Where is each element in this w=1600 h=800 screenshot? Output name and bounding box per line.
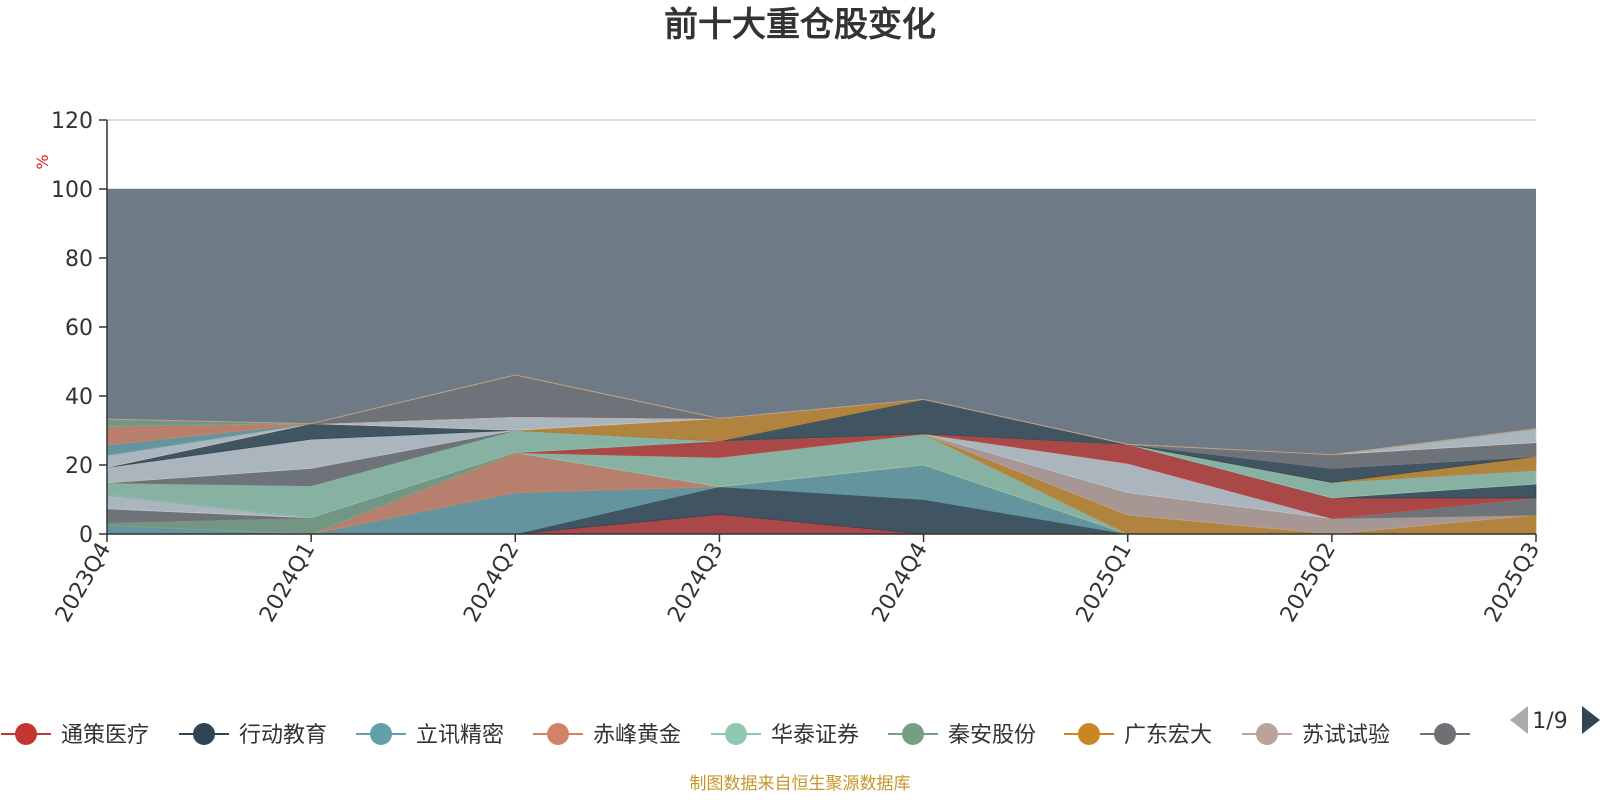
y-tick-label: 0 (79, 523, 93, 548)
y-tick-label: 40 (65, 385, 93, 410)
legend-item[interactable]: 苏试试验 (1242, 723, 1390, 748)
legend-label: 华泰证券 (771, 723, 859, 748)
x-tick-label: 2025Q3 (1480, 539, 1545, 627)
legend-item[interactable]: 广东宏大 (1064, 723, 1212, 748)
x-tick-label: 2023Q4 (51, 539, 116, 627)
x-tick-label: 2024Q3 (663, 539, 728, 627)
legend-label: 立讯精密 (416, 723, 504, 748)
legend-item[interactable]: 华泰证券 (711, 723, 859, 748)
legend-item[interactable]: 立讯精密 (356, 723, 504, 748)
legend-label: 通策医疗 (61, 723, 149, 748)
y-axis-unit: % (33, 154, 52, 169)
x-tick-label: 2024Q2 (459, 539, 524, 627)
x-tick-label: 2025Q1 (1072, 539, 1137, 627)
x-tick-label: 2024Q4 (867, 539, 932, 627)
legend-label: 广东宏大 (1124, 723, 1212, 748)
y-tick-label: 80 (65, 247, 93, 272)
legend-pager: 1/9 (1510, 706, 1600, 734)
legend-prev-arrow-icon[interactable] (1510, 706, 1528, 734)
legend-label: 行动教育 (239, 723, 327, 748)
y-tick-label: 60 (65, 316, 93, 341)
legend-page-indicator: 1/9 (1532, 709, 1567, 734)
legend-item[interactable]: 秦安股份 (888, 723, 1036, 748)
legend-marker-icon (15, 723, 37, 745)
legend-item[interactable]: 行动教育 (179, 723, 327, 748)
legend-item[interactable] (1420, 723, 1470, 745)
y-tick-label: 120 (51, 109, 93, 134)
legend-label: 赤峰黄金 (593, 723, 681, 748)
series-layer (106, 374, 1537, 535)
legend-marker-icon (547, 723, 569, 745)
legend-marker-icon (193, 723, 215, 745)
legend-marker-icon (1256, 723, 1278, 745)
legend-marker-icon (725, 723, 747, 745)
legend-marker-icon (370, 723, 392, 745)
legend-marker-icon (1434, 723, 1456, 745)
legend-item[interactable]: 赤峰黄金 (533, 723, 681, 748)
footer-source: 制图数据来自恒生聚源数据库 (690, 774, 911, 794)
series-area (106, 374, 1537, 456)
legend-next-arrow-icon[interactable] (1582, 706, 1600, 734)
legend-marker-icon (1078, 723, 1100, 745)
legend: 通策医疗 行动教育 立讯精密 赤峰黄金 华泰证券 秦安股份 广东宏大 苏试试验 (1, 723, 1470, 748)
x-tick-label: 2024Q1 (255, 539, 320, 627)
legend-marker-icon (902, 723, 924, 745)
legend-label: 苏试试验 (1302, 723, 1390, 748)
x-tick-label: 2025Q2 (1276, 539, 1341, 627)
legend-label: 秦安股份 (948, 723, 1036, 748)
legend-item[interactable]: 通策医疗 (1, 723, 149, 748)
chart-title: 前十大重仓股变化 (664, 5, 936, 45)
y-tick-label: 20 (65, 454, 93, 479)
y-tick-label: 100 (51, 178, 93, 203)
